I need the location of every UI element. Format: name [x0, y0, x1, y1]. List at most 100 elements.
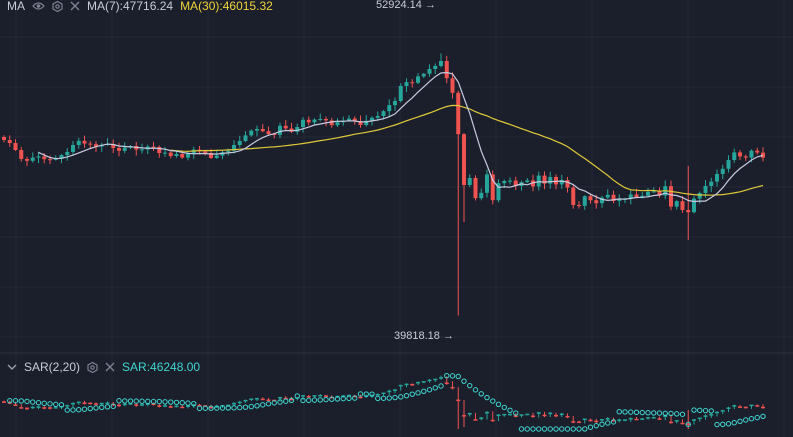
arrow-right-icon: →: [442, 330, 454, 342]
candle-body: [266, 131, 271, 134]
sar-dot: [639, 409, 645, 416]
sar-dot: [380, 395, 387, 401]
candle-body: [404, 82, 409, 86]
sar-dot: [731, 420, 737, 426]
candle-body: [381, 111, 386, 116]
candle: [462, 132, 466, 222]
candle: [174, 151, 179, 158]
sar-dot: [18, 398, 24, 404]
candle-body: [473, 178, 478, 199]
sar-dot: [576, 426, 582, 432]
close-icon[interactable]: [70, 1, 80, 11]
candle-body: [393, 101, 397, 106]
candle-body: [617, 199, 622, 201]
candle: [260, 123, 265, 133]
candle: [565, 176, 570, 193]
sar-dot: [179, 400, 185, 406]
candle-body: [634, 194, 639, 197]
candle-body: [755, 150, 760, 153]
candle-body: [600, 197, 604, 204]
candle: [30, 152, 35, 163]
sar-dot: [7, 397, 13, 404]
sar-pane-candles: [2, 375, 765, 429]
sar-dot: [679, 411, 686, 417]
candle-body: [94, 144, 98, 147]
sar-dot: [461, 378, 467, 384]
settings-icon[interactable]: [87, 361, 98, 373]
candle: [519, 180, 524, 191]
sar-dot: [559, 426, 565, 432]
candle-body: [508, 180, 512, 182]
candle: [99, 142, 104, 152]
candle-body: [548, 177, 553, 184]
candle: [444, 55, 449, 84]
candle-body: [594, 200, 599, 204]
candle: [312, 118, 317, 125]
sar-dot: [30, 399, 36, 405]
candle-body: [243, 135, 248, 141]
candle-body: [611, 194, 616, 201]
candle: [542, 171, 547, 190]
candle: [743, 154, 748, 161]
candle: [548, 171, 553, 189]
candle-body: [456, 92, 461, 135]
candle-body: [82, 140, 87, 144]
candle-body: [25, 159, 29, 161]
sar-dot: [329, 396, 335, 402]
sar-dot: [697, 407, 703, 414]
candle-body: [536, 175, 541, 187]
sar-dot: [743, 417, 749, 423]
ma30-value: MA(30):46015.32: [180, 0, 273, 13]
candle: [2, 135, 6, 143]
candle: [600, 195, 604, 208]
eye-icon[interactable]: [32, 1, 45, 11]
candle-body: [738, 152, 742, 157]
candle: [243, 131, 248, 143]
sar-dot: [271, 400, 277, 406]
sar-dot: [288, 397, 295, 403]
candle: [513, 176, 518, 191]
sar-dot: [392, 394, 398, 401]
candle: [674, 200, 679, 210]
candle: [25, 156, 29, 167]
candle-body: [295, 127, 300, 132]
candle-body: [605, 194, 610, 198]
candle: [134, 141, 139, 156]
sar-dot: [616, 408, 622, 415]
candle-body: [439, 61, 443, 66]
candle-body: [680, 201, 685, 210]
sar-dot: [93, 405, 99, 411]
candle-body: [48, 159, 52, 161]
sar-dot: [173, 399, 180, 406]
sar-value: SAR:46248.00: [122, 360, 201, 374]
candle-body: [743, 156, 748, 158]
sar-dot: [484, 394, 490, 401]
candle-body: [111, 144, 116, 148]
sar-dot: [202, 405, 208, 411]
arrow-right-icon: →: [424, 0, 436, 11]
candle-body: [398, 86, 403, 101]
candle: [232, 140, 236, 154]
candle-body: [577, 205, 581, 206]
chevron-down-icon[interactable]: [7, 363, 17, 371]
candle-body: [180, 154, 185, 158]
sar-dot: [685, 421, 691, 428]
candle: [559, 174, 564, 189]
sar-dot: [426, 387, 433, 393]
candle: [249, 129, 254, 137]
settings-icon[interactable]: [52, 0, 63, 12]
close-icon[interactable]: [105, 362, 115, 372]
candle: [306, 116, 311, 126]
candle: [393, 97, 397, 111]
candle-body: [761, 152, 765, 158]
candle: [122, 142, 127, 154]
sar-dot: [651, 410, 657, 416]
candle: [680, 196, 685, 213]
sar-dot: [242, 404, 249, 410]
sar-dot: [656, 410, 663, 416]
candle-body: [186, 153, 190, 158]
candle: [416, 73, 420, 85]
sar-dot: [237, 404, 243, 411]
sar-dot: [415, 390, 421, 396]
